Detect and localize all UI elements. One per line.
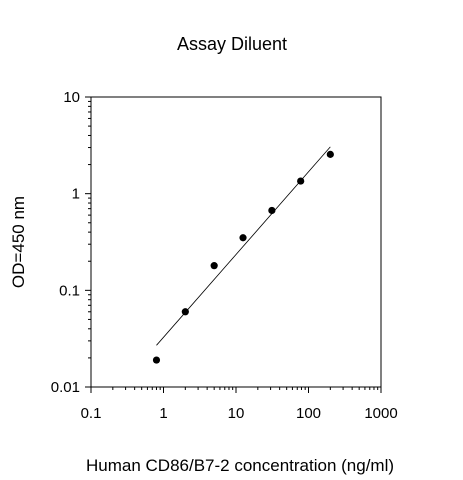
data-point — [181, 308, 189, 316]
chart-title: Assay Diluent — [177, 34, 287, 54]
x-tick-label: 100 — [296, 405, 321, 422]
x-tick-label: 1000 — [364, 405, 397, 422]
plot-frame — [90, 96, 382, 388]
y-tick-label: 1 — [72, 186, 80, 203]
y-tick-label: 0.1 — [59, 282, 80, 299]
data-point — [239, 234, 247, 242]
x-tick-label: 10 — [228, 405, 245, 422]
data-point — [297, 177, 305, 185]
data-point — [152, 356, 161, 364]
data-point — [326, 150, 334, 158]
data-point — [268, 206, 276, 215]
y-tick-label: 10 — [63, 89, 80, 106]
x-tick-label: 0.1 — [81, 405, 102, 422]
x-axis-label: Human CD86/B7-2 concentration (ng/ml) — [86, 456, 394, 475]
y-axis-label: OD=450 nm — [9, 196, 28, 288]
fit-line — [156, 146, 331, 346]
data-point — [210, 262, 218, 270]
x-tick-label: 1 — [159, 405, 167, 422]
y-tick-label: 0.01 — [51, 379, 80, 396]
